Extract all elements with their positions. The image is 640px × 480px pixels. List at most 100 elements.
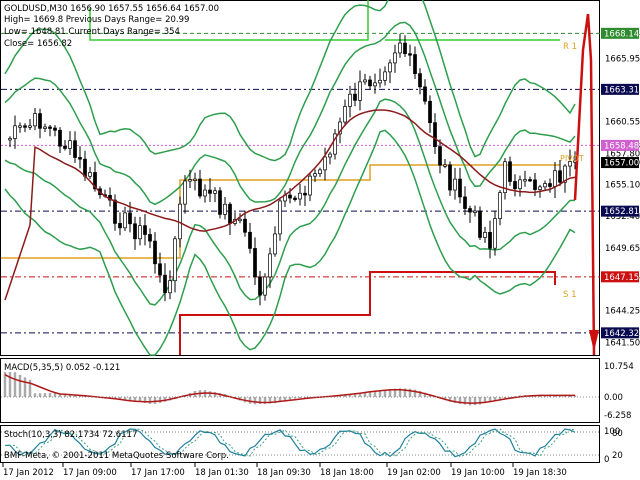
- candle-body: [263, 276, 267, 296]
- pivot-step-lines: [1, 0, 560, 355]
- candle-body: [268, 253, 272, 278]
- pivot-label: PIVOT: [560, 154, 584, 163]
- candle-body: [433, 122, 437, 147]
- candle-body: [408, 53, 412, 56]
- macd-axis-low: -6.258: [604, 411, 631, 421]
- high-line: High= 1669.8 Previous Days Range= 20.99: [4, 15, 189, 25]
- close-line: Close= 1656.82: [4, 39, 72, 49]
- macd-panel: [0, 358, 600, 423]
- candle-body: [148, 234, 152, 242]
- candle-body: [498, 192, 502, 219]
- stoch-label: Stoch(10,3,3) 82.1734 72.6117: [4, 430, 137, 440]
- candle-body: [238, 218, 242, 222]
- candle-body: [113, 199, 117, 224]
- candle-body: [33, 113, 37, 127]
- candle-body: [403, 42, 407, 55]
- price-axis-label: 1652.40: [605, 212, 640, 222]
- candle-body: [388, 62, 392, 73]
- macd-label: MACD(5,35,5) 0.052 -0.121: [4, 363, 120, 373]
- copyright-text: BMF-Meta, © 2001-2011 MetaQuotes Softwar…: [4, 451, 229, 461]
- candle-body: [568, 161, 572, 167]
- candle-body: [123, 212, 127, 229]
- candle-body: [83, 158, 87, 177]
- candle-body: [413, 54, 417, 74]
- time-axis-label: 19 Jan 18:30: [513, 468, 567, 478]
- stoch-axis-80: 80: [612, 429, 623, 439]
- candle-body: [543, 183, 547, 188]
- candle-body: [328, 153, 332, 158]
- candle-body: [458, 178, 462, 198]
- candle-body: [488, 232, 492, 249]
- price-tags: 1668.14 1663.31 1658.48 1657.00 1652.81 1647.…: [601, 27, 639, 339]
- candle-body: [228, 203, 232, 224]
- price-tag-text: 1652.81: [604, 207, 639, 217]
- candle-body: [323, 156, 327, 171]
- candle-body: [143, 225, 147, 235]
- candle-body: [213, 190, 217, 194]
- time-axis: 17 Jan 2012 17 Jan 09:00 17 Jan 17:00 18 Ja…: [2, 463, 567, 478]
- candle-body: [18, 125, 22, 128]
- candle-body: [193, 178, 197, 181]
- candle-body: [338, 121, 342, 135]
- candle-body: [53, 127, 57, 131]
- candle-body: [548, 183, 552, 187]
- candle-body: [23, 125, 27, 128]
- candle-body: [563, 165, 567, 183]
- candle-body: [528, 179, 532, 182]
- price-tag-text: 1647.15: [604, 273, 639, 283]
- candle-body: [288, 194, 292, 199]
- candle-body: [483, 232, 487, 238]
- candle-body: [273, 233, 277, 255]
- candle-body: [173, 238, 177, 282]
- candle-body: [138, 225, 142, 240]
- candle-body: [28, 125, 32, 128]
- candle-body: [118, 223, 122, 229]
- moving-average-line: [4, 109, 576, 301]
- candle-body: [373, 82, 377, 87]
- r1-label: R 1: [563, 42, 577, 52]
- candle-body: [523, 179, 527, 182]
- candle-body: [63, 145, 67, 149]
- stoch-panel: [0, 425, 600, 463]
- price-axis-label: 1641.50: [605, 338, 640, 348]
- candle-body: [558, 170, 562, 183]
- price-axis-label: 1665.95: [605, 55, 640, 65]
- price-tag-box: [601, 157, 639, 169]
- candle-body: [313, 173, 317, 177]
- price-tag-text: 1642.32: [604, 329, 639, 339]
- candle-body: [133, 223, 137, 240]
- candle-body: [453, 178, 457, 191]
- main-panel: [0, 0, 600, 356]
- candle-body: [128, 212, 132, 225]
- price-tag-box: [601, 271, 639, 283]
- stoch-axis-0: 0: [604, 455, 609, 465]
- time-axis-label: 18 Jan 09:30: [257, 468, 311, 478]
- candle-body: [293, 197, 297, 200]
- candle-body: [258, 276, 262, 296]
- price-axis-label: 1644.25: [605, 306, 640, 316]
- candle-body: [58, 129, 62, 147]
- time-axis-label: 17 Jan 2012: [3, 468, 54, 478]
- time-axis-label: 18 Jan 01:30: [195, 468, 249, 478]
- forecast-arrowhead: [589, 330, 599, 352]
- outer-lower-band: [4, 129, 576, 356]
- candle-body: [473, 210, 477, 213]
- price-tag-text: 1657.00: [604, 159, 639, 169]
- candle-body: [348, 93, 352, 107]
- candle-body: [428, 100, 432, 124]
- s1-label: S 1: [563, 290, 577, 300]
- candle-body: [418, 73, 422, 88]
- candle-body: [298, 192, 302, 200]
- price-tag-text: 1658.48: [604, 141, 639, 151]
- candle-body: [163, 274, 167, 294]
- candle-body: [383, 71, 387, 81]
- candle-body: [393, 52, 397, 64]
- forecast-spike-line: [573, 13, 596, 356]
- stoch-main-line: [4, 428, 576, 458]
- time-axis-label: 17 Jan 09:00: [63, 468, 117, 478]
- time-axis-label: 19 Jan 10:00: [451, 468, 505, 478]
- candle-body: [188, 179, 192, 182]
